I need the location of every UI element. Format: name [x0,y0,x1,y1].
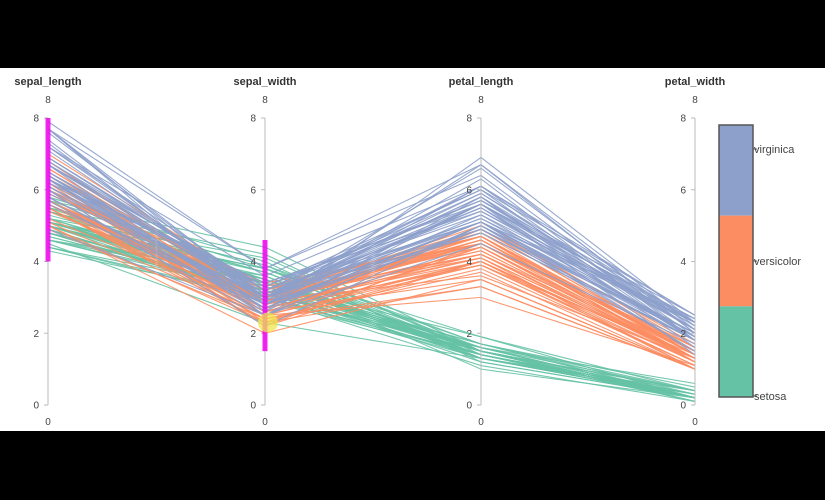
axis-bottom-label: 0 [692,417,698,428]
axis-title[interactable]: sepal_length [14,76,82,88]
legend-swatch-setosa [719,306,753,397]
axis-bottom-label: 0 [45,417,51,428]
axis-title[interactable]: sepal_width [234,76,297,88]
series-line [47,192,696,341]
series-line [47,164,696,320]
tick-label: 2 [680,329,686,340]
tick-label: 2 [250,329,256,340]
series-line [47,128,696,327]
legend: virginica versicolor setosa [718,124,801,403]
tick-label: 6 [250,185,256,196]
tick-label: 4 [680,257,686,268]
tick-label: 0 [250,401,256,412]
tick-label: 8 [680,114,686,125]
legend-swatch-versicolor [719,215,753,307]
axis-title[interactable]: petal_length [449,76,514,88]
highlight-marker [258,312,278,333]
tick-label: 6 [33,185,39,196]
series-line [47,207,696,359]
axis-top-label: 8 [262,95,268,106]
tick-label: 6 [466,185,472,196]
series-virginica [47,121,696,356]
axis-petal_length: petal_length 8 00 2 4 6 8 [449,76,514,428]
tick-label: 4 [250,257,256,268]
axis-top-label: 8 [478,95,484,106]
brush-sepal_length[interactable] [45,118,51,262]
brush-sepal_width[interactable] [262,239,268,352]
axes-layer: sepal_length8002468sepal_width8002468pet… [14,76,725,428]
axis-petal_width: petal_width 8 00 2 4 6 8 [665,76,726,428]
tick-label: 0 [33,401,39,412]
legend-swatch-virginica [719,125,753,216]
tick-label: 6 [680,185,686,196]
axis-top-label: 8 [692,95,698,106]
legend-label-setosa: setosa [754,391,787,403]
series-line [47,146,696,316]
tick-label: 2 [466,329,472,340]
tick-label: 8 [466,114,472,125]
axis-bottom-label: 0 [262,417,268,428]
legend-label-virginica: virginica [754,144,795,156]
series-line [47,182,696,323]
axis-bottom-label: 0 [478,417,484,428]
tick-label: 4 [466,257,472,268]
axis-top-label: 8 [45,95,51,106]
series-line [47,207,696,370]
series-line [47,128,696,334]
axis-title[interactable]: petal_width [665,76,726,88]
series-line [47,171,696,334]
series-line [47,164,696,316]
tick-label: 4 [33,257,39,268]
series-line [47,189,696,352]
series-line [47,221,696,367]
series-line [47,196,696,338]
polylines-layer [47,121,696,402]
tick-label: 8 [33,114,39,125]
legend-label-versicolor: versicolor [754,256,801,268]
series-line [47,228,696,345]
series-line [47,225,696,370]
brush-layer[interactable] [45,118,279,352]
tick-label: 2 [33,329,39,340]
tick-label: 0 [466,401,472,412]
series-line [47,174,696,327]
tick-label: 0 [680,401,686,412]
parallel-coordinates-chart: sepal_length8002468sepal_width8002468pet… [14,76,801,428]
chart-area: sepal_length 8 0 0 2 4 6 8 sepal_width 8 0 0 2 4 6 8 pet… [0,68,825,431]
tick-label: 8 [250,114,256,125]
